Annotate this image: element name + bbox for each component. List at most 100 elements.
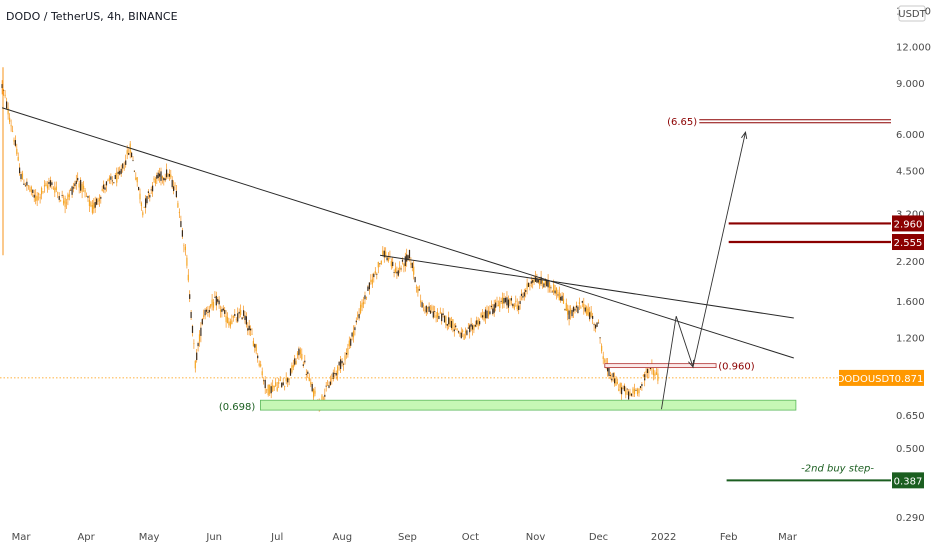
candle-down bbox=[639, 386, 642, 389]
candle-down bbox=[397, 270, 399, 276]
candle-down bbox=[122, 163, 124, 169]
candle-up bbox=[135, 177, 137, 180]
candle-down bbox=[411, 262, 413, 269]
candle-down bbox=[305, 374, 307, 375]
candle-up bbox=[198, 334, 201, 342]
candle-down bbox=[476, 320, 478, 325]
candle-up bbox=[12, 130, 14, 132]
candle-down bbox=[110, 176, 112, 180]
candle-up bbox=[228, 321, 230, 326]
candle-up bbox=[67, 194, 69, 200]
candle-up bbox=[57, 192, 59, 194]
candle-down bbox=[592, 315, 594, 319]
candle-down bbox=[612, 373, 614, 378]
candle-down bbox=[434, 311, 436, 312]
candle-down bbox=[3, 90, 5, 91]
candle-down bbox=[181, 230, 183, 237]
candle-down bbox=[376, 273, 378, 275]
x-tick-label: Jun bbox=[205, 532, 222, 543]
candle-up bbox=[587, 308, 589, 316]
candle-down bbox=[222, 308, 224, 311]
candle-up bbox=[377, 261, 379, 268]
candle-down bbox=[474, 324, 476, 327]
candle-down bbox=[540, 276, 542, 284]
x-tick-label: Mar bbox=[778, 532, 798, 543]
candle-down bbox=[238, 311, 240, 314]
candle-down bbox=[467, 327, 469, 329]
x-tick-label: Apr bbox=[77, 532, 95, 543]
candle-down bbox=[70, 189, 72, 191]
candle-down bbox=[551, 291, 553, 293]
candle-down bbox=[133, 170, 135, 172]
candle-down bbox=[425, 305, 427, 313]
candle-down bbox=[577, 306, 579, 313]
candle-down bbox=[114, 174, 116, 180]
candle-down bbox=[635, 389, 637, 391]
candle-up bbox=[261, 371, 263, 376]
candle-down bbox=[340, 359, 342, 369]
candle-up bbox=[361, 302, 363, 308]
candle-down bbox=[77, 177, 79, 181]
candle-down bbox=[418, 289, 420, 291]
candle-down bbox=[489, 311, 491, 315]
candle-up bbox=[420, 300, 422, 303]
candle-up bbox=[55, 186, 57, 191]
candle-up bbox=[462, 330, 464, 332]
candle-up bbox=[299, 349, 301, 355]
candle-up bbox=[427, 307, 429, 309]
candle-down bbox=[504, 297, 507, 303]
candle-down bbox=[345, 352, 348, 355]
candle-down bbox=[147, 191, 149, 193]
candle-up bbox=[273, 385, 275, 388]
symbol-tag-label: DODOUSDT bbox=[837, 374, 897, 385]
candle-up bbox=[178, 211, 180, 214]
candle-up bbox=[313, 389, 315, 398]
candle-down bbox=[282, 382, 284, 386]
candle-up bbox=[81, 183, 83, 193]
candle-up bbox=[219, 310, 222, 312]
candle-down bbox=[132, 160, 134, 162]
candle-up bbox=[142, 212, 144, 216]
candle-down bbox=[189, 294, 191, 299]
candle-up bbox=[509, 298, 511, 305]
candle-up bbox=[456, 328, 458, 330]
x-tick-label: Feb bbox=[720, 532, 738, 543]
candle-down bbox=[120, 168, 122, 174]
candle-down bbox=[621, 387, 623, 395]
candle-down bbox=[48, 181, 50, 185]
candle-up bbox=[314, 390, 316, 394]
price-tag-label: 0.387 bbox=[894, 476, 923, 487]
candle-down bbox=[247, 328, 249, 331]
candle-up bbox=[35, 195, 37, 202]
candle-down bbox=[525, 290, 527, 292]
candle-down bbox=[20, 174, 22, 180]
candle-up bbox=[352, 331, 355, 338]
candle-up bbox=[212, 301, 215, 308]
candle-down bbox=[649, 367, 651, 370]
candle-up bbox=[648, 371, 650, 373]
candle-up bbox=[52, 187, 54, 189]
y-tick-label: 0.650 bbox=[896, 411, 925, 422]
candle-up bbox=[267, 384, 269, 395]
candle-up bbox=[464, 330, 467, 333]
candle-up bbox=[417, 286, 419, 293]
candle-up bbox=[232, 315, 234, 318]
candle-up bbox=[231, 320, 233, 325]
y-tick-label: 4.500 bbox=[896, 167, 925, 178]
candle-up bbox=[174, 185, 176, 186]
candle-down bbox=[350, 338, 352, 346]
candle-down bbox=[338, 361, 340, 366]
candle-up bbox=[193, 343, 195, 345]
candle-up bbox=[399, 267, 401, 270]
candle-up bbox=[374, 271, 376, 274]
candle-up bbox=[123, 167, 125, 169]
candle-down bbox=[484, 309, 487, 319]
candle-up bbox=[210, 304, 212, 307]
x-tick-label: Sep bbox=[398, 532, 417, 543]
candle-down bbox=[217, 299, 219, 302]
support-label: (0.698) bbox=[219, 402, 256, 413]
candle-up bbox=[139, 193, 141, 200]
candle-down bbox=[204, 309, 206, 316]
candle-up bbox=[284, 386, 286, 387]
